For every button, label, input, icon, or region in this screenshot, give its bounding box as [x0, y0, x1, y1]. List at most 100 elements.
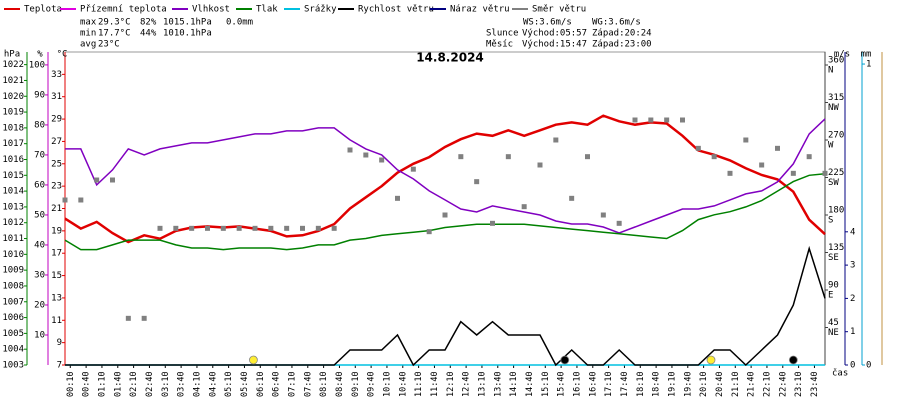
legend-label: Náraz větru — [450, 5, 510, 15]
y-tick-compass: NE — [828, 328, 839, 338]
x-tick-label: 12:40 — [462, 371, 472, 397]
moon-set: Západ:23:00 — [592, 40, 652, 50]
y-tick-label: 50 — [34, 210, 45, 220]
x-tick-label: 06:10 — [256, 371, 266, 397]
x-tick-label: 10:10 — [382, 371, 392, 397]
x-tick-label: 21:40 — [747, 371, 757, 397]
direction-point — [284, 225, 290, 231]
y-tick-label: 0 — [850, 361, 855, 371]
y-tick-label: 20 — [34, 300, 45, 310]
direction-point — [521, 204, 527, 210]
x-tick-label: 11:10 — [414, 371, 424, 397]
y-tick-label: 29 — [51, 115, 62, 125]
y-tick-label: 1019 — [2, 108, 24, 118]
y-tick-label: 270 — [828, 131, 844, 141]
direction-point — [743, 137, 749, 143]
axis-unit: °C — [57, 50, 68, 60]
x-tick-label: 01:10 — [97, 371, 107, 397]
stat-temp: 29.3°C — [98, 18, 131, 28]
x-tick-label: 20:10 — [699, 371, 709, 397]
direction-point — [442, 212, 448, 218]
x-tick-label: 02:10 — [129, 371, 139, 397]
y-tick-label: 7 — [57, 361, 62, 371]
x-tick-label: 17:40 — [620, 371, 630, 397]
y-tick-label: 0 — [866, 361, 871, 371]
legend-label: Směr větru — [532, 5, 586, 15]
y-tick-label: 21 — [51, 204, 62, 214]
direction-point — [395, 195, 400, 201]
direction-point — [141, 315, 147, 321]
direction-point — [505, 154, 511, 160]
legend-label: Srážky — [304, 5, 337, 15]
y-tick-label: 9 — [57, 338, 62, 348]
legend-label: Vlhkost — [192, 5, 230, 15]
direction-point — [205, 225, 210, 231]
moon-label: Měsíc — [486, 40, 513, 50]
y-tick-label: 80 — [34, 120, 45, 130]
y-tick-label: 27 — [51, 137, 62, 147]
y-tick-label: 1022 — [2, 60, 24, 70]
sun-label: Slunce — [486, 29, 519, 39]
wind-speed-info: WS:3.6m/s — [523, 18, 572, 28]
direction-point — [331, 225, 337, 231]
y-tick-label: 1020 — [2, 92, 24, 102]
x-axis-label: čas — [832, 368, 848, 379]
x-tick-label: 05:10 — [224, 371, 234, 397]
y-tick-label: 1004 — [2, 345, 24, 355]
x-tick-label: 17:10 — [604, 371, 614, 397]
y-tick-label: 1009 — [2, 266, 24, 276]
x-tick-label: 11:40 — [430, 371, 440, 397]
stat-hum: 44% — [140, 29, 157, 39]
y-tick-label: 31 — [51, 92, 62, 102]
direction-point — [379, 157, 385, 163]
stat-temp: 23°C — [98, 40, 120, 50]
direction-point — [315, 225, 321, 231]
y-tick-label: 70 — [34, 150, 45, 160]
direction-point — [616, 220, 622, 226]
x-tick-label: 15:10 — [541, 371, 551, 397]
y-tick-label: 1008 — [2, 281, 24, 291]
stat-label: avg — [80, 40, 96, 50]
moon-rise-marker — [560, 355, 570, 365]
y-tick-label: 40 — [34, 240, 45, 250]
direction-point — [78, 197, 84, 203]
series-line — [65, 118, 826, 234]
y-tick-label: 1012 — [2, 218, 24, 228]
y-tick-compass: SE — [828, 253, 839, 263]
x-tick-label: 00:40 — [82, 371, 92, 397]
x-tick-label: 04:40 — [208, 371, 218, 397]
y-tick-label: 1018 — [2, 123, 24, 133]
legend-label: Teplota — [24, 5, 62, 15]
stat-hum: 82% — [140, 18, 157, 28]
sun-set: Západ:20:24 — [592, 29, 652, 39]
x-tick-label: 04:10 — [192, 371, 202, 397]
y-tick-label: 1021 — [2, 76, 24, 86]
stat-label: min — [80, 29, 96, 39]
direction-point — [363, 152, 369, 158]
direction-point — [490, 220, 495, 226]
legend-label: Přízemní teplota — [80, 5, 167, 15]
y-tick-label: 360 — [828, 56, 844, 66]
direction-point — [648, 117, 654, 123]
x-tick-label: 16:10 — [572, 371, 582, 397]
y-tick-label: 1014 — [2, 187, 24, 197]
direction-point — [157, 225, 163, 231]
direction-point — [125, 315, 131, 321]
x-tick-label: 13:10 — [477, 371, 487, 397]
x-tick-label: 08:10 — [319, 371, 329, 397]
y-tick-label: 25 — [51, 159, 62, 169]
y-tick-label: 1013 — [2, 202, 24, 212]
x-tick-label: 03:40 — [177, 371, 187, 397]
direction-point — [727, 170, 733, 176]
direction-point — [680, 117, 685, 123]
direction-point — [252, 225, 258, 231]
stat-rain: 0.0mm — [226, 18, 253, 28]
y-tick-label: 135 — [828, 243, 844, 253]
x-tick-label: 18:10 — [636, 371, 646, 397]
x-tick-label: 02:40 — [145, 371, 155, 397]
axis-unit: mm — [861, 50, 872, 60]
axis-unit: % — [37, 50, 43, 60]
legend-label: Tlak — [256, 5, 278, 15]
